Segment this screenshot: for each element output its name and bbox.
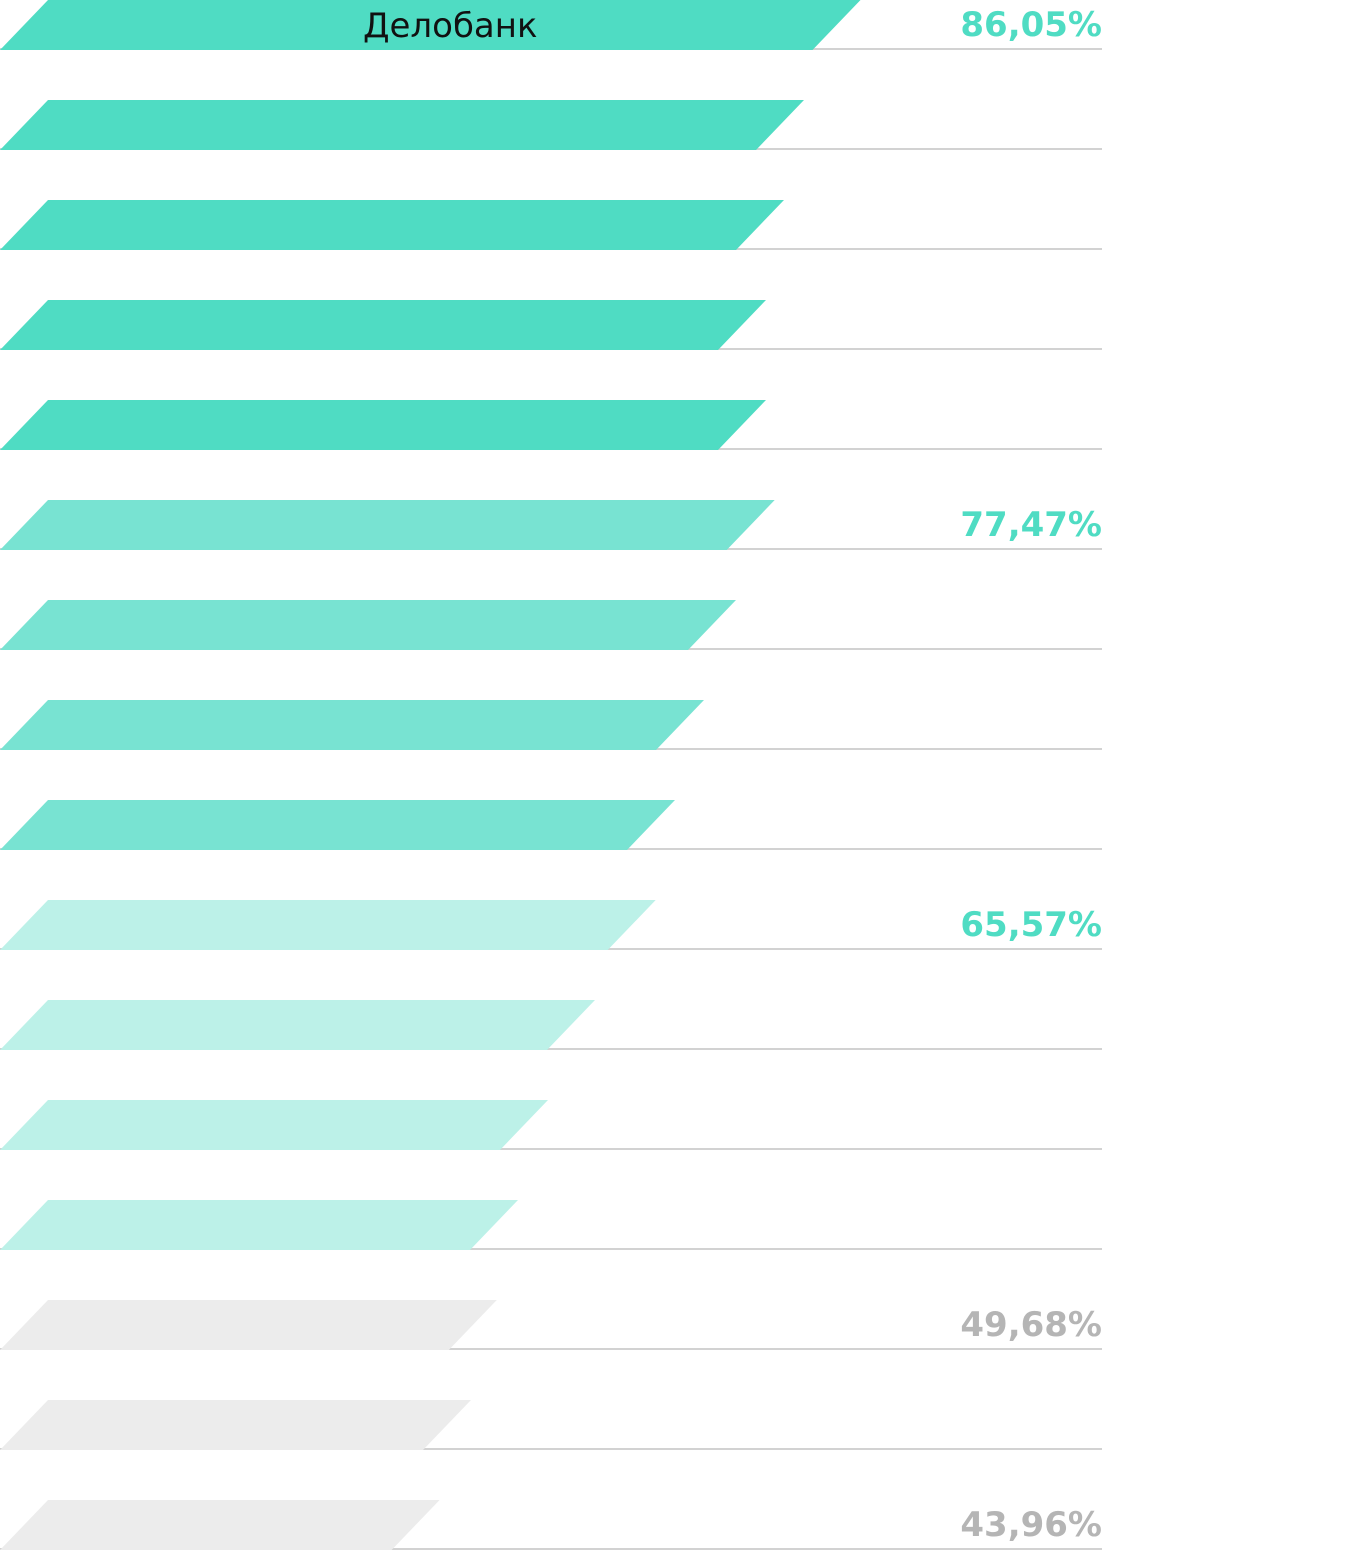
bar-0 [0,0,861,50]
bar-8 [0,800,675,850]
bar-13 [0,1300,497,1350]
bar-1 [0,100,804,150]
bar-12 [0,1200,518,1250]
value-label: 49,68% [960,1305,1102,1345]
bar-10 [0,1000,595,1050]
value-label: 77,47% [960,505,1102,545]
bar-9 [0,900,656,950]
bar-4 [0,400,766,450]
value-label: 86,05% [960,5,1102,45]
bar-6 [0,600,736,650]
bar-2 [0,200,784,250]
value-label: 43,96% [960,1505,1102,1545]
bar-15 [0,1500,440,1550]
value-label: 65,57% [960,905,1102,945]
bar-3 [0,300,766,350]
bar-category-label: Делобанк [363,6,538,46]
bar-14 [0,1400,471,1450]
bar-5 [0,500,775,550]
bar-7 [0,700,704,750]
bar-11 [0,1100,548,1150]
